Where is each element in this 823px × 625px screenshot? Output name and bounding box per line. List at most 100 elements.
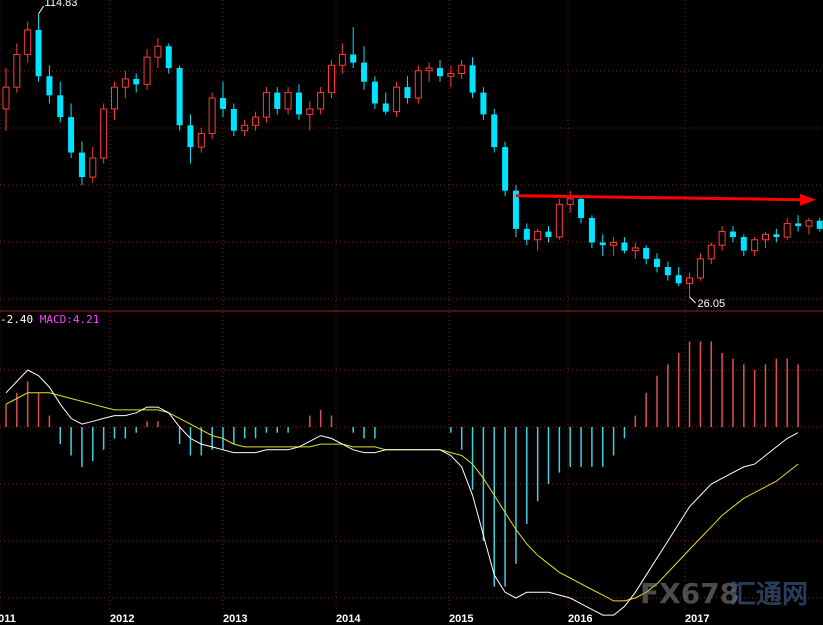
candle [393, 81, 401, 118]
candle [588, 215, 595, 248]
candle [805, 217, 813, 235]
candle [512, 185, 519, 238]
candle-body-down [654, 258, 660, 268]
candle-body-up [241, 124, 249, 132]
candle-body-down [643, 247, 650, 259]
candle [610, 237, 618, 257]
candle [338, 43, 346, 74]
candle [480, 87, 487, 120]
candle [414, 65, 422, 104]
candle-body-up [284, 92, 292, 110]
candle [220, 81, 226, 118]
candle [664, 261, 671, 281]
candle [654, 253, 660, 273]
candle-body-down [78, 152, 85, 178]
candle-body-up [425, 67, 433, 72]
candle [89, 147, 97, 183]
candle [176, 65, 183, 131]
x-tick-label: 2016 [568, 613, 592, 625]
macd-dif-line [5, 369, 799, 616]
candle-body-up [24, 29, 32, 55]
candle [816, 217, 823, 232]
candle-body-up [306, 108, 314, 115]
candle-body-up [686, 277, 694, 284]
candle-body-up [718, 231, 726, 246]
candle-body-up [121, 78, 129, 88]
candle-body-down [816, 220, 823, 229]
candle-body-up [262, 92, 270, 118]
macd-label: -2.40 MACD:4.21 [0, 313, 99, 326]
candle [534, 228, 542, 251]
x-tick-label: 2012 [110, 613, 134, 625]
candle-body-up [111, 86, 118, 110]
candle-body-up [555, 203, 563, 238]
candle [491, 108, 498, 153]
candle-body-down [588, 217, 595, 243]
candle [545, 226, 552, 243]
candle-body-down [437, 68, 443, 77]
candle [154, 38, 162, 69]
candle [566, 190, 574, 213]
candle-body-down [46, 76, 53, 96]
candle-body-down [664, 267, 671, 276]
candle [350, 27, 357, 69]
candle [631, 242, 639, 259]
candle [447, 65, 455, 88]
candle [740, 234, 747, 257]
candle-body-down [773, 234, 780, 238]
candle-body-up [447, 73, 455, 77]
candle [252, 111, 260, 131]
candle [46, 65, 53, 104]
watermark-cn: 汇通网 [730, 580, 808, 610]
candle [306, 100, 314, 131]
candle-body-up [631, 247, 639, 252]
candle-body-down [165, 46, 172, 69]
candle-body-down [35, 29, 42, 77]
trend-arrowhead [800, 193, 816, 206]
candle-body-down [361, 62, 368, 82]
candle-body-up [197, 132, 205, 148]
candle [371, 76, 378, 109]
candle-body-up [252, 116, 260, 126]
candle [208, 92, 216, 139]
candle [437, 59, 443, 82]
candle-body-up [566, 198, 574, 205]
x-axis: 2011 2012 2013 2014 2015 2016 2017 [0, 613, 709, 625]
trend-arrow [515, 194, 801, 202]
x-tick-label: 2013 [223, 613, 247, 625]
candle [100, 103, 108, 164]
candle [187, 114, 194, 164]
annotation-low: 26.05 [698, 298, 726, 310]
candle [686, 272, 694, 297]
candle [762, 231, 769, 248]
candle-body-down [740, 237, 747, 251]
candle [121, 70, 129, 99]
candle [111, 81, 118, 120]
candle-body-down [350, 54, 357, 63]
candle [643, 245, 650, 265]
candle [317, 87, 325, 115]
candle-body-up [328, 64, 335, 94]
candle [795, 215, 802, 232]
candle [675, 267, 682, 287]
candle [133, 73, 140, 93]
candle-body-down [230, 108, 237, 131]
candle-body-down [502, 147, 509, 191]
candle [729, 226, 736, 243]
candle [13, 43, 21, 93]
candle-body-up [154, 45, 162, 58]
candle [197, 128, 205, 153]
candle-body-up [13, 53, 21, 88]
candle [230, 103, 237, 137]
candle-body-up [89, 157, 97, 178]
candle-body-up [696, 258, 704, 279]
candle-body-down [133, 78, 140, 85]
candle-body-down [523, 228, 530, 240]
candle-body-down [578, 198, 585, 218]
candle [751, 237, 759, 257]
candle-body-down [371, 81, 378, 104]
candle [621, 237, 628, 254]
candle-body-up [2, 86, 10, 110]
candle-body-down [469, 65, 476, 93]
candle [2, 68, 10, 131]
